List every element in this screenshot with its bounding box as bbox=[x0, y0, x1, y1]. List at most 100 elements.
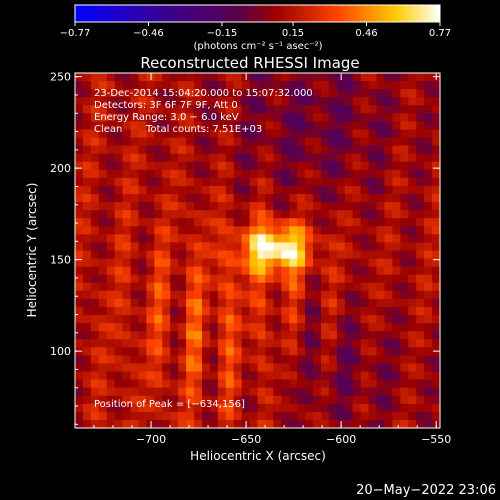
heatmap-cell bbox=[249, 113, 259, 123]
heatmap-cell bbox=[249, 129, 259, 139]
heatmap-cell bbox=[297, 81, 306, 90]
heatmap-cell bbox=[82, 266, 92, 276]
heatmap-cell bbox=[138, 371, 148, 381]
heatmap-cell bbox=[408, 339, 417, 348]
heatmap-cell bbox=[209, 411, 219, 421]
heatmap-cell bbox=[424, 371, 433, 381]
heatmap-cell bbox=[170, 113, 179, 123]
heatmap-cell bbox=[400, 185, 409, 195]
heatmap-cell bbox=[289, 105, 298, 114]
heatmap-cell bbox=[106, 323, 116, 332]
heatmap-cell bbox=[178, 113, 187, 123]
heatmap-cell bbox=[384, 274, 393, 284]
heatmap-cell bbox=[154, 290, 163, 300]
heatmap-cell bbox=[98, 282, 108, 292]
heatmap-cell bbox=[154, 137, 163, 147]
heatmap-cell bbox=[432, 355, 441, 365]
heatmap-cell bbox=[146, 185, 155, 195]
heatmap-cell bbox=[130, 185, 140, 195]
heatmap-cell bbox=[297, 419, 306, 429]
heatmap-cell bbox=[424, 323, 433, 332]
heatmap-cell bbox=[392, 250, 401, 260]
heatmap-cell bbox=[376, 379, 386, 389]
heatmap-cell bbox=[416, 419, 425, 429]
heatmap-cell bbox=[305, 218, 314, 227]
heatmap-cell bbox=[162, 290, 171, 300]
heatmap-cell bbox=[289, 153, 298, 163]
heatmap-cell bbox=[209, 266, 219, 276]
heatmap-cell bbox=[90, 145, 100, 155]
heatmap-cell bbox=[98, 81, 108, 90]
heatmap-cell bbox=[432, 315, 441, 324]
heatmap-cell bbox=[320, 331, 330, 340]
heatmap-cell bbox=[265, 290, 274, 300]
heatmap-cell bbox=[106, 379, 116, 389]
heatmap-cell bbox=[170, 371, 179, 381]
heatmap-cell bbox=[432, 145, 441, 155]
heatmap-cell bbox=[384, 73, 393, 82]
heatmap-cell bbox=[305, 339, 314, 348]
heatmap-cell bbox=[114, 226, 124, 235]
heatmap-cell bbox=[368, 153, 378, 163]
heatmap-cell bbox=[344, 129, 354, 139]
heatmap-cell bbox=[90, 298, 100, 308]
heatmap-cell bbox=[162, 202, 171, 211]
heatmap-cell bbox=[162, 306, 171, 316]
chart-title: Reconstructed RHESSI Image bbox=[140, 54, 359, 72]
heatmap-cell bbox=[376, 161, 386, 171]
heatmap-cell bbox=[194, 250, 203, 260]
heatmap-cell bbox=[432, 339, 441, 348]
heatmap-cell bbox=[416, 129, 425, 139]
heatmap-cell bbox=[75, 355, 84, 365]
heatmap-cell bbox=[400, 411, 409, 421]
heatmap-cell bbox=[313, 290, 322, 300]
heatmap-cell bbox=[106, 266, 116, 276]
heatmap-cell bbox=[186, 185, 195, 195]
heatmap-cell bbox=[360, 105, 370, 114]
heatmap-cell bbox=[201, 161, 211, 171]
heatmap-cell bbox=[75, 202, 84, 211]
heatmap-cell bbox=[376, 194, 386, 203]
heatmap-cell bbox=[170, 129, 179, 139]
heatmap-cell bbox=[90, 306, 100, 316]
heatmap-cell bbox=[376, 395, 386, 405]
heatmap-cell bbox=[257, 97, 267, 106]
heatmap-cell bbox=[146, 298, 155, 308]
heatmap-cell bbox=[98, 266, 108, 276]
heatmap-cell bbox=[170, 226, 179, 235]
heatmap-cell bbox=[162, 113, 171, 123]
heatmap-cell bbox=[146, 266, 155, 276]
heatmap-cell bbox=[320, 73, 330, 82]
heatmap-cell bbox=[273, 234, 282, 244]
heatmap-cell bbox=[225, 355, 235, 365]
heatmap-cell bbox=[289, 202, 298, 211]
heatmap-cell bbox=[233, 387, 243, 397]
heatmap-cell bbox=[170, 306, 179, 316]
heatmap-cell bbox=[90, 315, 100, 324]
heatmap-cell bbox=[233, 250, 243, 260]
heatmap-cell bbox=[201, 113, 211, 123]
heatmap-cell bbox=[281, 185, 290, 195]
heatmap-cell bbox=[162, 298, 171, 308]
heatmap-cell bbox=[249, 137, 259, 147]
heatmap-cell bbox=[90, 403, 100, 413]
heatmap-cell bbox=[305, 395, 314, 405]
heatmap-cell bbox=[233, 403, 243, 413]
heatmap-cell bbox=[186, 161, 195, 171]
heatmap-cell bbox=[265, 105, 274, 114]
heatmap-cell bbox=[90, 355, 100, 365]
heatmap-cell bbox=[313, 306, 322, 316]
heatmap-cell bbox=[75, 371, 84, 381]
heatmap-cell bbox=[297, 194, 306, 203]
heatmap-cell bbox=[432, 121, 441, 131]
heatmap-cell bbox=[281, 379, 290, 389]
heatmap-cell bbox=[154, 250, 163, 260]
heatmap-cell bbox=[257, 169, 267, 179]
heatmap-cell bbox=[368, 395, 378, 405]
heatmap-cell bbox=[114, 290, 124, 300]
heatmap-cell bbox=[305, 153, 314, 163]
heatmap-cell bbox=[297, 323, 306, 332]
heatmap-cell bbox=[194, 371, 203, 381]
heatmap-cell bbox=[178, 242, 187, 252]
heatmap-cell bbox=[106, 274, 116, 284]
